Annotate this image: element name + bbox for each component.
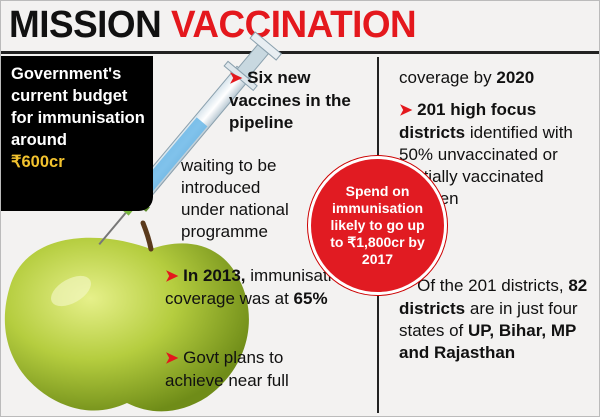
col1-point1-bold: Six new vaccines in the pipeline <box>229 68 351 132</box>
arrow-icon: ➤ <box>165 268 179 285</box>
col2-continuation: coverage by 2020 <box>399 67 599 89</box>
col1-point1: ➤ Six new vaccines in the pipeline <box>229 67 369 134</box>
col2-point2-rest1: Of the 201 districts, <box>417 276 564 295</box>
col1-point2-pct: 65% <box>293 289 328 308</box>
arrow-icon: ➤ <box>229 70 243 87</box>
col2-point1-bold: 201 high focus districts <box>399 100 537 142</box>
spend-callout-circle: Spend on immunisation likely to go up to… <box>308 156 447 295</box>
budget-box: Government's current budget for immunisa… <box>1 56 153 211</box>
col1-point3-text: Govt plans to achieve near full <box>165 348 289 390</box>
spend-callout-text: Spend on immunisation likely to go up to… <box>330 183 425 267</box>
col1-point3: ➤ Govt plans to achieve near full <box>165 347 325 392</box>
budget-text: Government's current budget for immunisa… <box>11 65 145 149</box>
apple-icon <box>4 220 249 412</box>
col1-point1-rest-text: waiting to be introduced under national … <box>181 156 289 241</box>
budget-amount: ₹600cr <box>11 153 65 171</box>
arrow-icon: ➤ <box>399 102 413 119</box>
title-part-1: MISSION <box>9 4 162 46</box>
col2-cont-year: 2020 <box>496 68 535 87</box>
title-rule <box>1 51 599 54</box>
col2-cont-text: coverage by <box>399 68 492 87</box>
col2-point2: ➤ Of the 201 districts, 82 districts are… <box>399 275 589 364</box>
col2-point2-bold: 82 districts <box>399 276 588 318</box>
col2-point2-rest2: are in just four states of <box>399 299 578 340</box>
page-title: MISSION VACCINATION <box>9 3 417 47</box>
arrow-icon: ➤ <box>165 350 179 367</box>
col1-point1-rest: waiting to be introduced under national … <box>173 155 373 243</box>
col1-point2-year: In 2013, <box>183 266 246 285</box>
col2-point2-states: UP, Bihar, MP and Rajasthan <box>399 321 577 362</box>
title-part-2: VACCINATION <box>171 4 417 46</box>
